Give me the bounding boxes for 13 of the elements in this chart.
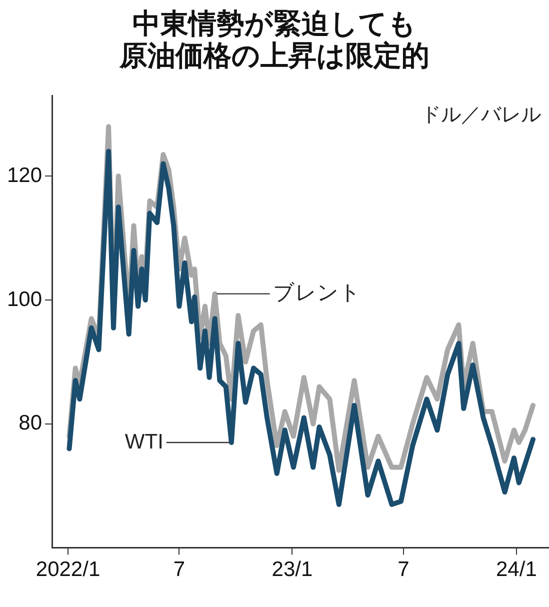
y-tick-label: 100 bbox=[6, 288, 42, 311]
text: WTI bbox=[124, 430, 164, 454]
x-tick-label: 2022/1 bbox=[36, 558, 100, 582]
y-tick-label: 120 bbox=[6, 164, 42, 187]
chart-subtitle: 原油価格の上昇は限定的 bbox=[118, 40, 430, 72]
y-tick-label: 80 bbox=[18, 412, 42, 435]
x-tick-label: 7 bbox=[398, 558, 410, 582]
series-label: ブレント bbox=[272, 282, 361, 305]
chart-title: 中東情勢が緊迫しても bbox=[132, 8, 418, 40]
x-tick-label: 7 bbox=[173, 558, 186, 582]
y-axis-title: ドル／バレル bbox=[421, 104, 541, 126]
x-tick-label: 23/1 bbox=[272, 558, 313, 582]
x-tick-label: 24/1 bbox=[496, 558, 537, 582]
